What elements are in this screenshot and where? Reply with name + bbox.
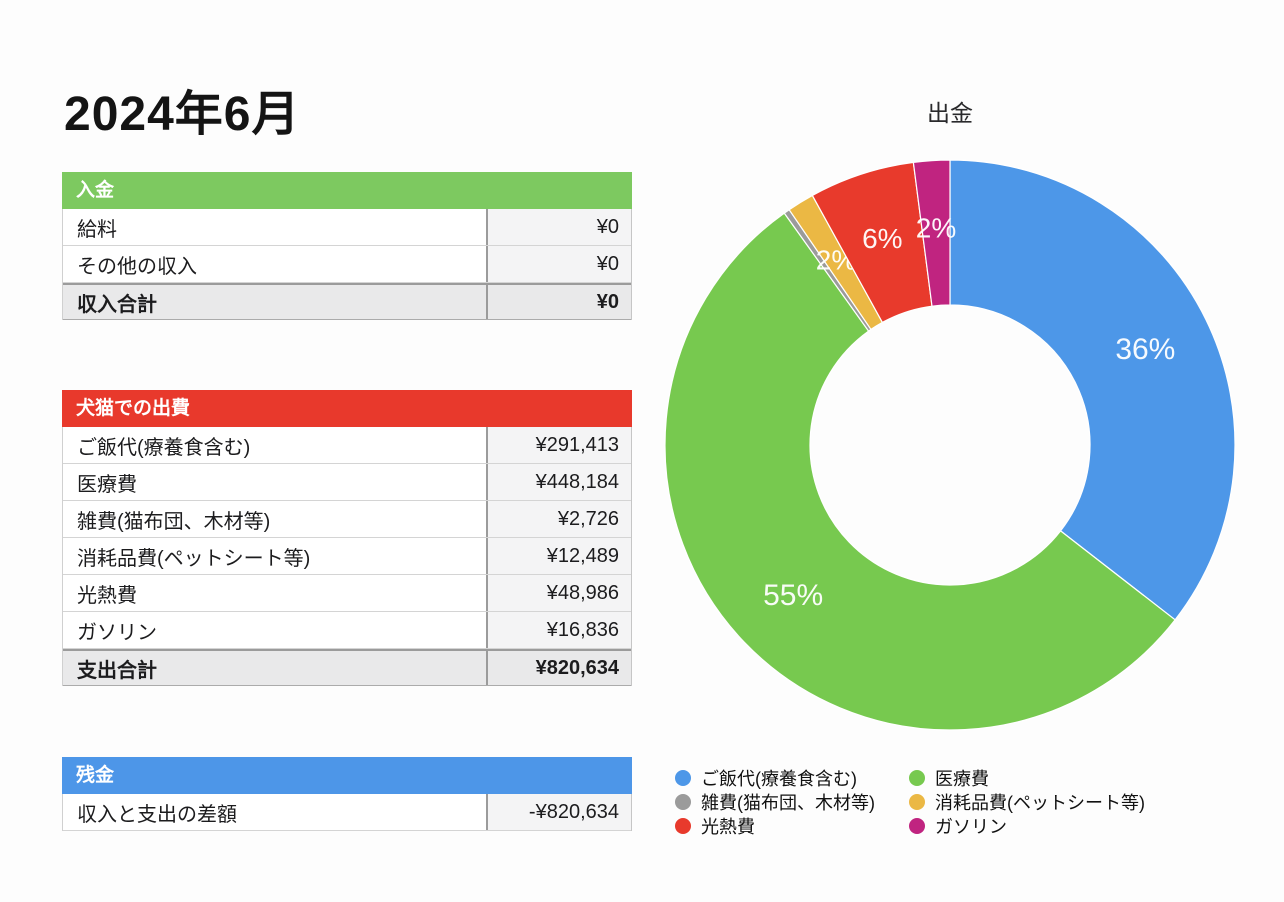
donut-chart-area: 36% 55% 2% 6% 2%	[630, 125, 1270, 765]
table-row: 医療費 ¥448,184	[63, 464, 631, 501]
row-label: 消耗品費(ペットシート等)	[63, 538, 486, 574]
legend-item: 雑費(猫布団、木材等)	[675, 790, 909, 814]
row-value: -¥820,634	[486, 794, 631, 830]
table-total-row: 支出合計 ¥820,634	[63, 649, 631, 686]
table-row: 給料 ¥0	[63, 209, 631, 246]
row-value: ¥16,836	[486, 612, 631, 648]
table-row: 収入と支出の差額 -¥820,634	[63, 794, 631, 831]
table-row: ガソリン ¥16,836	[63, 612, 631, 649]
row-value: ¥12,489	[486, 538, 631, 574]
legend-color-dot-icon	[909, 794, 925, 810]
income-table-header: 入金	[62, 172, 632, 209]
row-value: ¥820,634	[486, 651, 631, 685]
donut-slice	[664, 212, 1176, 731]
row-value: ¥0	[486, 209, 631, 245]
page-title: 2024年6月	[64, 88, 301, 141]
row-label: 収入と支出の差額	[63, 794, 486, 830]
chart-title: 出金	[927, 100, 973, 126]
slice-percent-label: 6%	[862, 223, 902, 254]
donut-slice	[949, 159, 1236, 621]
row-value: ¥0	[486, 246, 631, 282]
table-row: 光熱費 ¥48,986	[63, 575, 631, 612]
table-total-row: 収入合計 ¥0	[63, 283, 631, 320]
legend-label: 医療費	[935, 769, 989, 789]
expense-table-header: 犬猫での出費	[62, 390, 632, 427]
slice-percent-label: 36%	[1115, 333, 1175, 366]
balance-table-body: 収入と支出の差額 -¥820,634	[62, 794, 632, 831]
slice-percent-label: 55%	[763, 579, 823, 612]
row-value: ¥291,413	[486, 427, 631, 463]
row-label: ガソリン	[63, 612, 486, 648]
table-row: ご飯代(療養食含む) ¥291,413	[63, 427, 631, 464]
chart-legend: ご飯代(療養食含む) 医療費雑費(猫布団、木材等) 消耗品費(ペットシート等) 光熱費…	[675, 766, 1255, 838]
balance-table: 残金 収入と支出の差額 -¥820,634	[62, 757, 632, 831]
row-value: ¥448,184	[486, 464, 631, 500]
legend-label: ご飯代(療養食含む)	[701, 769, 857, 789]
donut-chart: 36%55%2%6% 2%	[664, 159, 1236, 731]
legend-item: 消耗品費(ペットシート等)	[909, 790, 1255, 814]
legend-label: 雑費(猫布団、木材等)	[701, 793, 875, 813]
legend-item: 光熱費	[675, 814, 909, 838]
legend-label: ガソリン	[935, 817, 1007, 837]
legend-label: 消耗品費(ペットシート等)	[935, 793, 1145, 813]
table-row: 雑費(猫布団、木材等) ¥2,726	[63, 501, 631, 538]
income-table: 入金 給料 ¥0 その他の収入 ¥0 収入合計 ¥0	[62, 172, 632, 320]
legend-item: ガソリン	[909, 814, 1255, 838]
legend-label: 光熱費	[701, 817, 755, 837]
expense-table: 犬猫での出費 ご飯代(療養食含む) ¥291,413 医療費 ¥448,184 雑費(猫…	[62, 390, 632, 686]
legend-item: ご飯代(療養食含む)	[675, 766, 909, 790]
legend-color-dot-icon	[909, 818, 925, 834]
slice-percent-label: 2%	[916, 212, 956, 243]
table-row: 消耗品費(ペットシート等) ¥12,489	[63, 538, 631, 575]
expense-table-body: ご飯代(療養食含む) ¥291,413 医療費 ¥448,184 雑費(猫布団、木材等)…	[62, 427, 632, 686]
balance-table-header: 残金	[62, 757, 632, 794]
row-label: 医療費	[63, 464, 486, 500]
row-label: ご飯代(療養食含む)	[63, 427, 486, 463]
row-label: その他の収入	[63, 246, 486, 282]
row-label: 光熱費	[63, 575, 486, 611]
row-value: ¥2,726	[486, 501, 631, 537]
row-label: 雑費(猫布団、木材等)	[63, 501, 486, 537]
legend-color-dot-icon	[909, 770, 925, 786]
row-label: 給料	[63, 209, 486, 245]
legend-color-dot-icon	[675, 770, 691, 786]
row-value: ¥0	[486, 285, 631, 319]
legend-item: 医療費	[909, 766, 1255, 790]
legend-color-dot-icon	[675, 794, 691, 810]
table-row: その他の収入 ¥0	[63, 246, 631, 283]
row-value: ¥48,986	[486, 575, 631, 611]
legend-color-dot-icon	[675, 818, 691, 834]
donut-slice	[912, 159, 951, 307]
income-table-body: 給料 ¥0 その他の収入 ¥0 収入合計 ¥0	[62, 209, 632, 320]
row-label: 支出合計	[63, 651, 486, 685]
row-label: 収入合計	[63, 285, 486, 319]
